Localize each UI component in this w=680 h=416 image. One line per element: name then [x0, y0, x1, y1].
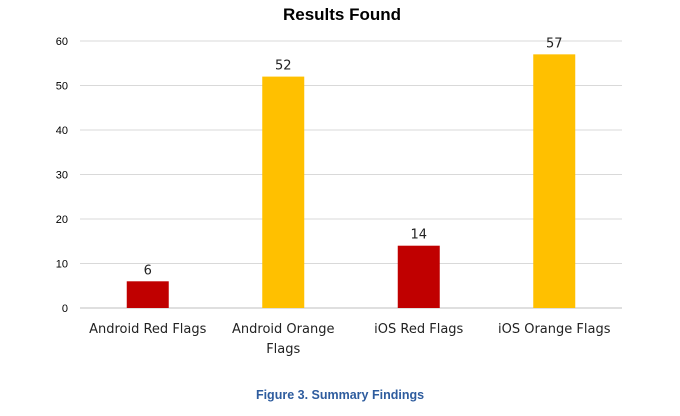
data-labels: 6 52 14 57	[144, 36, 563, 278]
x-axis-categories: Android Red Flags Android Orange Flags iOS …	[89, 322, 611, 357]
bar-chart: Results Found 0 10 20 30 40 50 60 6 52 14 57 Andr…	[56, 5, 622, 357]
data-label: 52	[275, 59, 292, 74]
data-label: 57	[546, 36, 563, 51]
bar	[262, 76, 305, 308]
category-label: Android Orange Flags	[232, 322, 334, 357]
category-label: Android Red Flags	[89, 322, 207, 337]
category-label: iOS Orange Flags	[498, 322, 611, 337]
data-label: 14	[410, 228, 427, 243]
y-tick-label: 0	[62, 303, 68, 315]
y-tick-label: 20	[56, 214, 68, 226]
y-tick-label: 30	[56, 170, 68, 182]
bars	[126, 54, 576, 308]
y-tick-label: 10	[56, 259, 68, 271]
y-tick-label: 60	[56, 36, 68, 48]
bar	[126, 281, 169, 308]
chart-title: Results Found	[283, 5, 401, 24]
bar	[533, 54, 576, 308]
y-axis-ticks: 0 10 20 30 40 50 60	[56, 36, 68, 315]
data-label: 6	[144, 263, 152, 278]
gridlines	[80, 40, 622, 309]
bar	[397, 245, 440, 308]
category-label: iOS Red Flags	[374, 322, 463, 337]
figure-caption: Figure 3. Summary Findings	[255, 388, 425, 402]
y-tick-label: 50	[56, 81, 68, 93]
y-tick-label: 40	[56, 125, 68, 137]
